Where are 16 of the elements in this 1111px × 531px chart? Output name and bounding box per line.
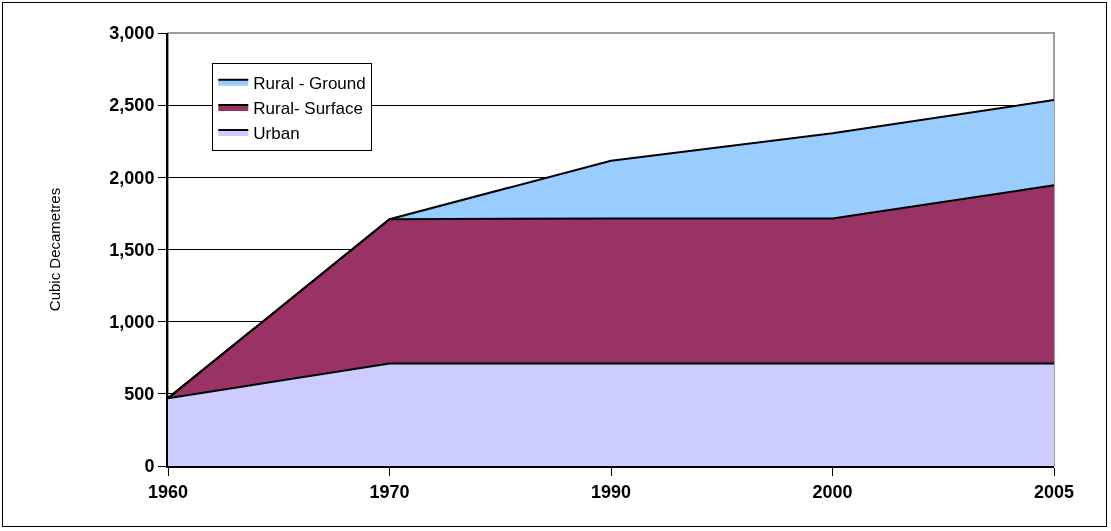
y-tick-label: 0 bbox=[144, 456, 155, 477]
legend-label: Rural- Surface bbox=[253, 98, 363, 118]
x-tick-label: 1970 bbox=[369, 481, 410, 502]
x-tick-label: 1960 bbox=[147, 481, 189, 502]
y-tick-label: 1,500 bbox=[109, 239, 155, 260]
x-tick-label: 2005 bbox=[1033, 481, 1075, 502]
y-tick-label: 3,000 bbox=[109, 23, 155, 44]
y-axis-title: Cubic Decametres bbox=[46, 187, 64, 312]
y-tick-label: 2,500 bbox=[109, 95, 155, 116]
legend-label: Rural - Ground bbox=[253, 73, 366, 93]
y-tick-label: 1,000 bbox=[109, 311, 155, 332]
x-tick-label: 1990 bbox=[590, 481, 632, 502]
x-tick-label: 2000 bbox=[812, 481, 853, 502]
legend-label: Urban bbox=[253, 123, 300, 143]
y-tick-label: 500 bbox=[124, 384, 155, 405]
y-tick-label: 2,000 bbox=[109, 167, 155, 188]
